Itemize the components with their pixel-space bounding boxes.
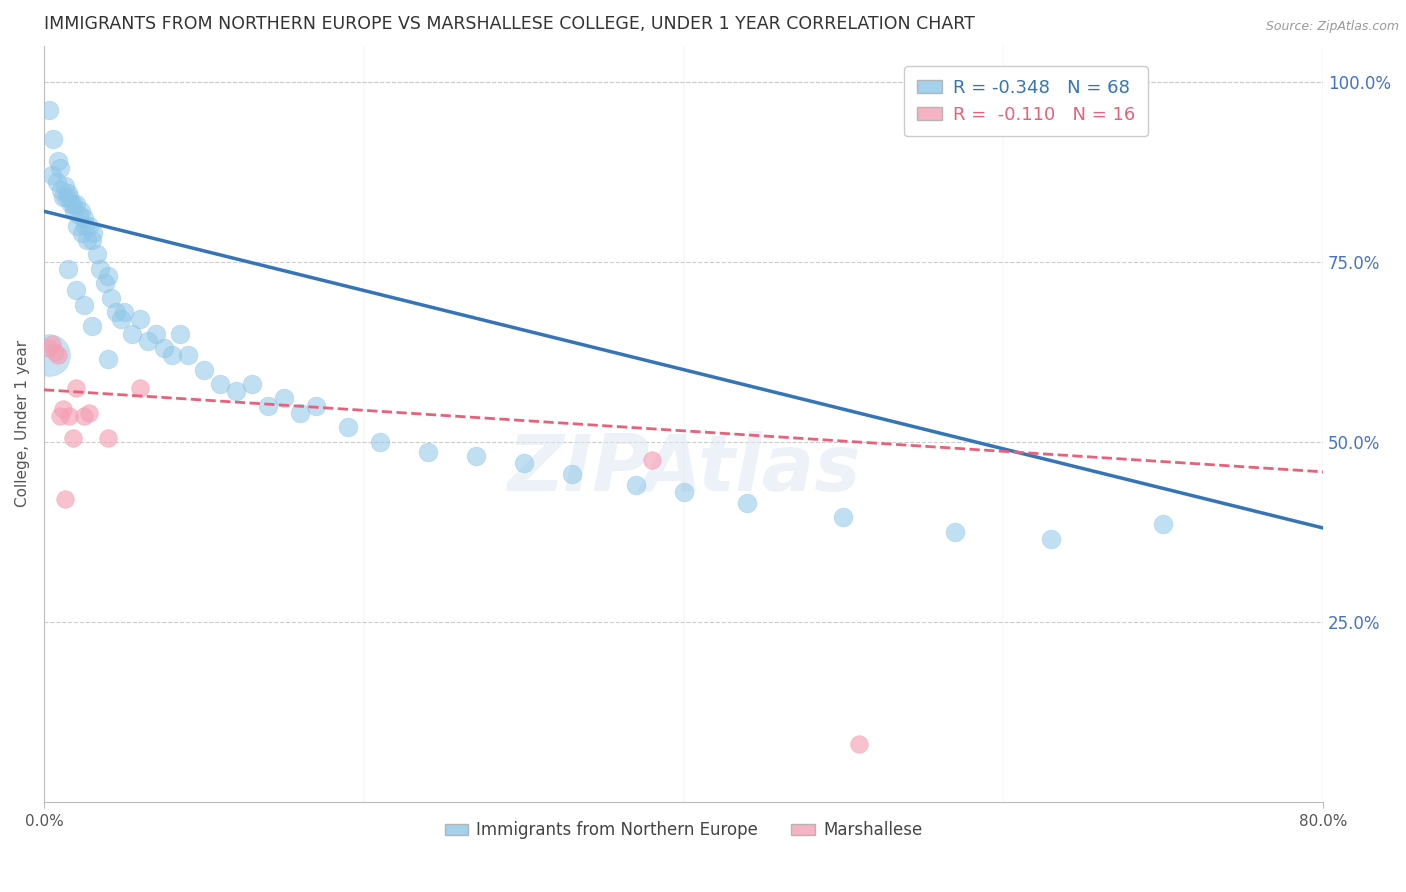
- Legend: Immigrants from Northern Europe, Marshallese: Immigrants from Northern Europe, Marshal…: [437, 814, 929, 847]
- Point: [240, 377, 263, 392]
- Point: [75, 219, 97, 233]
- Point: [104, 305, 127, 319]
- Point: [67, 208, 90, 222]
- Point: [336, 420, 359, 434]
- Text: Source: ZipAtlas.com: Source: ZipAtlas.com: [1265, 20, 1399, 33]
- Point: [46, 348, 69, 362]
- Point: [72, 226, 94, 240]
- Point: [121, 326, 143, 341]
- Point: [86, 247, 108, 261]
- Point: [49, 161, 72, 175]
- Point: [58, 409, 80, 424]
- Point: [208, 377, 231, 392]
- Point: [62, 431, 84, 445]
- Point: [128, 381, 150, 395]
- Point: [177, 348, 200, 362]
- Point: [1040, 532, 1063, 546]
- Point: [73, 298, 96, 312]
- Point: [193, 362, 215, 376]
- Point: [45, 176, 67, 190]
- Point: [1152, 517, 1174, 532]
- Point: [80, 233, 103, 247]
- Point: [89, 261, 111, 276]
- Point: [51, 183, 73, 197]
- Point: [305, 399, 328, 413]
- Point: [65, 197, 87, 211]
- Point: [672, 485, 695, 500]
- Point: [46, 153, 69, 168]
- Point: [624, 478, 647, 492]
- Point: [44, 344, 66, 359]
- Point: [58, 190, 80, 204]
- Point: [153, 341, 176, 355]
- Point: [112, 305, 135, 319]
- Point: [145, 326, 167, 341]
- Point: [49, 409, 72, 424]
- Point: [73, 211, 96, 226]
- Point: [73, 409, 96, 424]
- Point: [256, 399, 278, 413]
- Point: [60, 197, 83, 211]
- Point: [416, 445, 439, 459]
- Point: [82, 226, 104, 240]
- Point: [160, 348, 183, 362]
- Point: [69, 204, 91, 219]
- Point: [128, 312, 150, 326]
- Point: [41, 168, 63, 182]
- Point: [288, 406, 311, 420]
- Point: [110, 312, 132, 326]
- Point: [561, 467, 583, 481]
- Point: [42, 132, 65, 146]
- Point: [832, 510, 855, 524]
- Point: [512, 456, 534, 470]
- Point: [38, 103, 60, 118]
- Point: [737, 496, 759, 510]
- Point: [38, 341, 60, 355]
- Point: [273, 392, 295, 406]
- Point: [66, 219, 89, 233]
- Point: [97, 431, 120, 445]
- Point: [136, 334, 159, 348]
- Point: [77, 219, 100, 233]
- Point: [368, 434, 391, 449]
- Point: [53, 179, 76, 194]
- Point: [100, 291, 122, 305]
- Point: [41, 337, 63, 351]
- Y-axis label: College, Under 1 year: College, Under 1 year: [15, 340, 30, 508]
- Point: [77, 406, 100, 420]
- Point: [65, 284, 87, 298]
- Point: [53, 492, 76, 507]
- Point: [943, 524, 966, 539]
- Point: [169, 326, 191, 341]
- Point: [97, 268, 120, 283]
- Point: [55, 190, 77, 204]
- Point: [640, 452, 662, 467]
- Point: [52, 190, 75, 204]
- Point: [76, 233, 98, 247]
- Point: [38, 348, 60, 362]
- Point: [62, 197, 84, 211]
- Point: [63, 204, 86, 219]
- Point: [464, 449, 486, 463]
- Point: [56, 186, 79, 201]
- Text: ZIPAtlas: ZIPAtlas: [506, 431, 860, 507]
- Text: IMMIGRANTS FROM NORTHERN EUROPE VS MARSHALLESE COLLEGE, UNDER 1 YEAR CORRELATION: IMMIGRANTS FROM NORTHERN EUROPE VS MARSH…: [44, 15, 974, 33]
- Point: [52, 402, 75, 417]
- Point: [848, 737, 870, 751]
- Point: [56, 261, 79, 276]
- Point: [80, 319, 103, 334]
- Point: [97, 351, 120, 366]
- Point: [93, 277, 115, 291]
- Point: [65, 381, 87, 395]
- Point: [225, 384, 247, 399]
